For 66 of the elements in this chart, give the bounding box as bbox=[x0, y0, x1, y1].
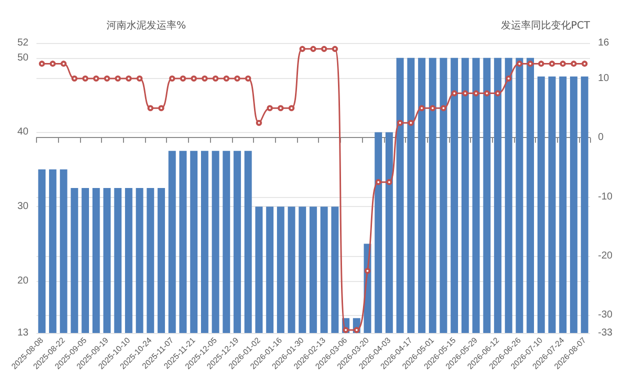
point bbox=[234, 76, 240, 82]
point bbox=[332, 46, 338, 52]
point bbox=[375, 179, 382, 186]
point bbox=[570, 60, 577, 67]
point bbox=[190, 76, 197, 82]
point bbox=[494, 90, 501, 96]
point bbox=[60, 60, 67, 67]
point bbox=[310, 46, 316, 52]
point bbox=[386, 179, 392, 186]
y-tick-label: 20 bbox=[17, 275, 29, 286]
point bbox=[473, 90, 480, 96]
point bbox=[430, 105, 436, 112]
point bbox=[538, 60, 544, 67]
y-tick-label: 40 bbox=[17, 126, 29, 138]
point bbox=[223, 76, 230, 82]
y2-tick-label: 16 bbox=[598, 38, 610, 48]
point bbox=[278, 105, 284, 112]
point bbox=[299, 46, 306, 52]
point bbox=[484, 90, 490, 96]
point bbox=[104, 76, 110, 82]
y2-tick-label: -10 bbox=[598, 191, 613, 202]
y2-tick-label: -33 bbox=[598, 328, 613, 338]
point bbox=[342, 327, 349, 334]
y-tick-label: 30 bbox=[17, 201, 29, 212]
y-axis-title: 河南水泥发运率% bbox=[106, 20, 186, 32]
point bbox=[126, 76, 132, 82]
point bbox=[93, 76, 100, 82]
point bbox=[256, 120, 262, 126]
point bbox=[462, 90, 468, 96]
point bbox=[288, 105, 295, 112]
point bbox=[408, 120, 414, 126]
point bbox=[202, 76, 208, 82]
point bbox=[560, 60, 566, 67]
point bbox=[38, 60, 45, 67]
point bbox=[354, 327, 360, 334]
point bbox=[527, 60, 534, 67]
point bbox=[114, 76, 121, 82]
y2-tick-label: 0 bbox=[598, 132, 604, 144]
point bbox=[82, 76, 88, 82]
point bbox=[516, 60, 522, 67]
point bbox=[364, 268, 370, 274]
point bbox=[180, 76, 186, 82]
y2-axis-title: 发运率同比变化PCT bbox=[500, 20, 591, 32]
point bbox=[71, 76, 78, 82]
point bbox=[136, 76, 143, 82]
point bbox=[50, 60, 56, 67]
y-tick-label: 50 bbox=[17, 52, 29, 64]
point bbox=[440, 105, 446, 112]
point bbox=[245, 76, 252, 82]
point bbox=[169, 76, 176, 82]
point bbox=[212, 76, 219, 82]
point bbox=[418, 105, 425, 112]
y2-tick-label: -30 bbox=[598, 310, 613, 321]
point bbox=[451, 90, 458, 96]
y-tick-label: 13 bbox=[17, 328, 29, 338]
point bbox=[506, 76, 512, 82]
point bbox=[397, 120, 404, 126]
point bbox=[266, 105, 273, 112]
point bbox=[158, 105, 164, 112]
y2-tick-label: 10 bbox=[598, 73, 610, 84]
y-tick-label: 52 bbox=[17, 38, 29, 48]
y2-tick-label: -20 bbox=[598, 250, 613, 262]
point bbox=[321, 46, 328, 52]
point bbox=[147, 105, 154, 112]
point bbox=[582, 60, 588, 67]
point bbox=[549, 60, 556, 67]
